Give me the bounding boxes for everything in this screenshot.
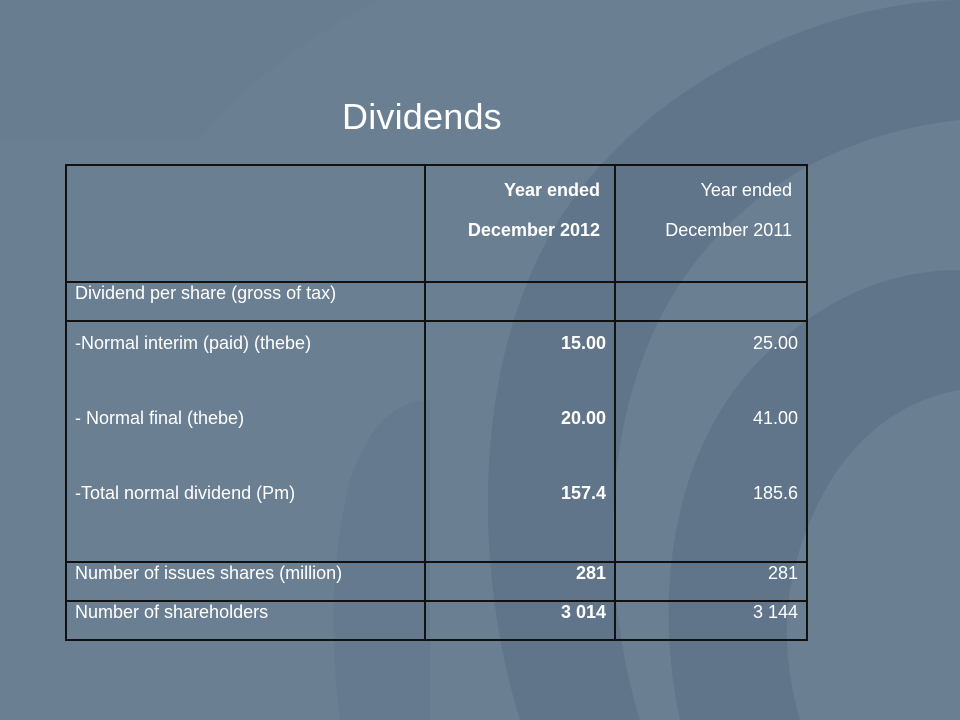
item-label-final: - Normal final (thebe): [75, 408, 245, 428]
header-2012-line1: Year ended: [503, 180, 600, 200]
item-value-interim-2011: 25.00: [752, 333, 798, 353]
item-label-interim: -Normal interim (paid) (thebe): [75, 333, 312, 353]
shareholders-value-2012: 3 014: [424, 600, 616, 641]
slide-title: Dividends: [342, 96, 502, 137]
header-2012-cell: Year ended December 2012: [424, 164, 616, 283]
header-2011-line2: December 2011: [665, 220, 792, 240]
item-value-final-2011: 41.00: [752, 408, 798, 428]
items-2011-cell: 25.00 41.00 185.6: [614, 320, 808, 563]
items-2012-cell: 15.00 20.00 157.4: [424, 320, 616, 563]
table-row: Number of issues shares (million) 281 28…: [65, 561, 808, 602]
dividends-table: Year ended December 2012 Year ended Dece…: [65, 164, 808, 641]
table-row: Number of shareholders 3 014 3 144: [65, 600, 808, 641]
header-2011-line1: Year ended: [700, 180, 792, 200]
section-empty-2011: [614, 281, 808, 322]
shares-value-2011: 281: [614, 561, 808, 602]
items-label-cell: -Normal interim (paid) (thebe) - Normal …: [65, 320, 426, 563]
shares-label: Number of issues shares (million): [65, 561, 426, 602]
shareholders-label: Number of shareholders: [65, 600, 426, 641]
header-empty-cell: [65, 164, 426, 283]
table-row: Dividend per share (gross of tax): [65, 281, 808, 322]
item-value-total-2012: 157.4: [560, 483, 606, 503]
shares-value-2012: 281: [424, 561, 616, 602]
header-2011-cell: Year ended December 2011: [614, 164, 808, 283]
table-header-row: Year ended December 2012 Year ended Dece…: [65, 164, 808, 283]
item-value-interim-2012: 15.00: [560, 333, 606, 353]
section-label: Dividend per share (gross of tax): [65, 281, 426, 322]
item-label-total: -Total normal dividend (Pm): [75, 483, 296, 503]
header-2012-line2: December 2012: [467, 220, 600, 240]
item-value-final-2012: 20.00: [560, 408, 606, 428]
item-value-total-2011: 185.6: [752, 483, 798, 503]
section-empty-2012: [424, 281, 616, 322]
table-row: -Normal interim (paid) (thebe) - Normal …: [65, 320, 808, 563]
shareholders-value-2011: 3 144: [614, 600, 808, 641]
